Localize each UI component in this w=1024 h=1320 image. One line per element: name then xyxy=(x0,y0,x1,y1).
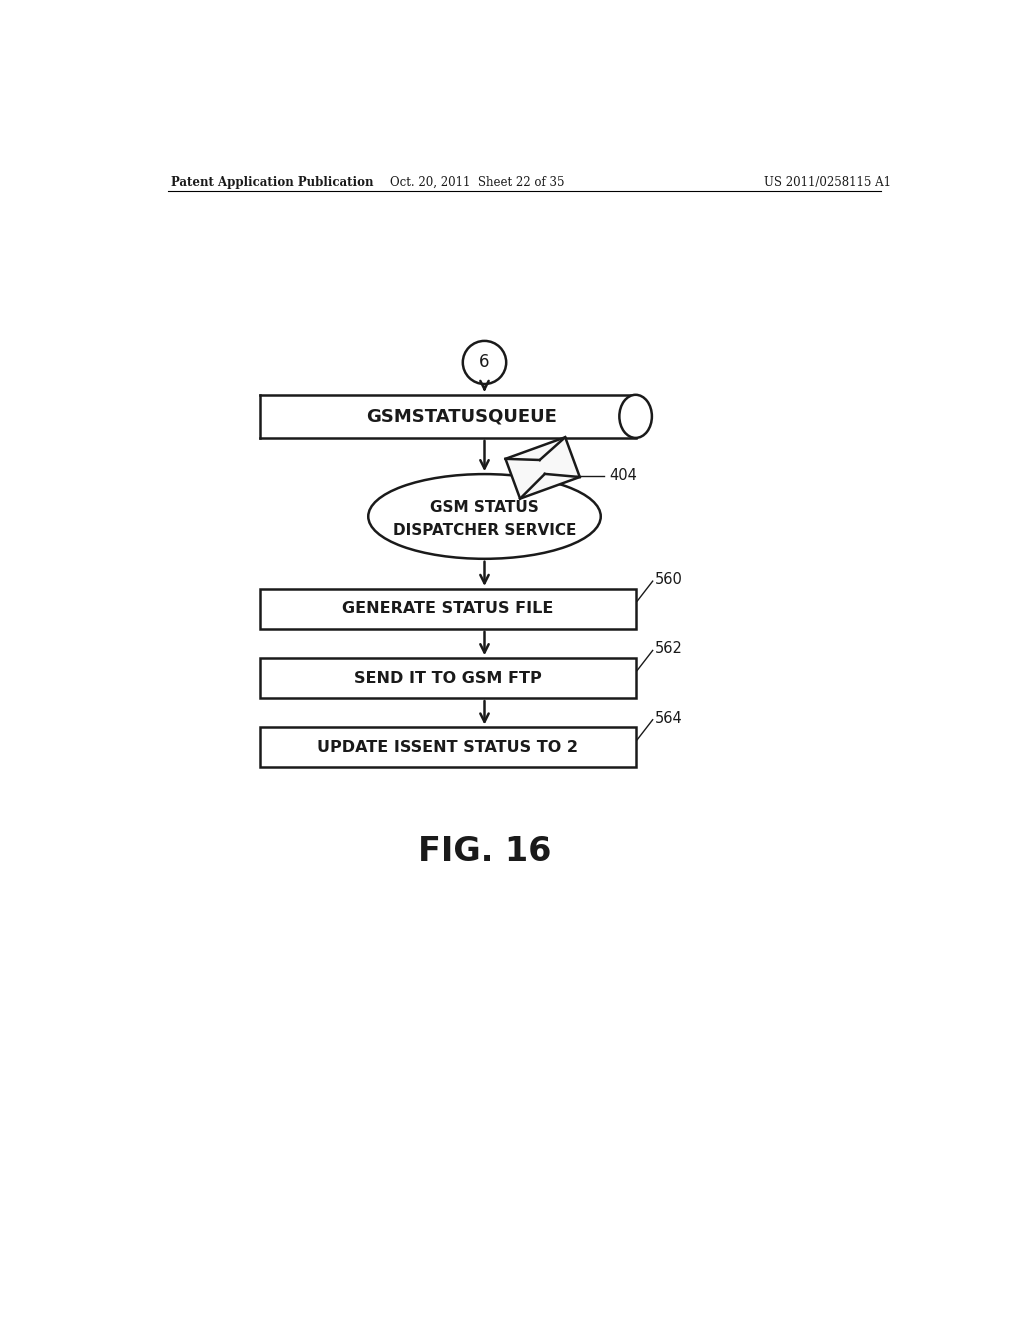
Text: FIG. 16: FIG. 16 xyxy=(418,836,551,869)
Text: GSMSTATUSQUEUE: GSMSTATUSQUEUE xyxy=(366,408,557,425)
Text: 404: 404 xyxy=(609,469,637,483)
Text: GSM STATUS: GSM STATUS xyxy=(430,500,539,515)
Circle shape xyxy=(463,341,506,384)
Text: 6: 6 xyxy=(479,354,489,371)
FancyBboxPatch shape xyxy=(260,659,636,698)
Text: Patent Application Publication: Patent Application Publication xyxy=(171,176,373,189)
Text: SEND IT TO GSM FTP: SEND IT TO GSM FTP xyxy=(354,671,542,685)
FancyBboxPatch shape xyxy=(260,727,636,767)
Ellipse shape xyxy=(369,474,601,558)
Polygon shape xyxy=(506,437,580,499)
Text: Oct. 20, 2011  Sheet 22 of 35: Oct. 20, 2011 Sheet 22 of 35 xyxy=(389,176,564,189)
Ellipse shape xyxy=(620,395,652,438)
FancyBboxPatch shape xyxy=(260,589,636,628)
Text: US 2011/0258115 A1: US 2011/0258115 A1 xyxy=(764,176,891,189)
Text: 564: 564 xyxy=(655,710,683,726)
Text: GENERATE STATUS FILE: GENERATE STATUS FILE xyxy=(342,602,553,616)
FancyBboxPatch shape xyxy=(260,395,636,438)
Text: 560: 560 xyxy=(655,572,683,587)
Text: 562: 562 xyxy=(655,642,683,656)
Text: DISPATCHER SERVICE: DISPATCHER SERVICE xyxy=(393,523,577,537)
Text: UPDATE ISSENT STATUS TO 2: UPDATE ISSENT STATUS TO 2 xyxy=(317,741,579,755)
